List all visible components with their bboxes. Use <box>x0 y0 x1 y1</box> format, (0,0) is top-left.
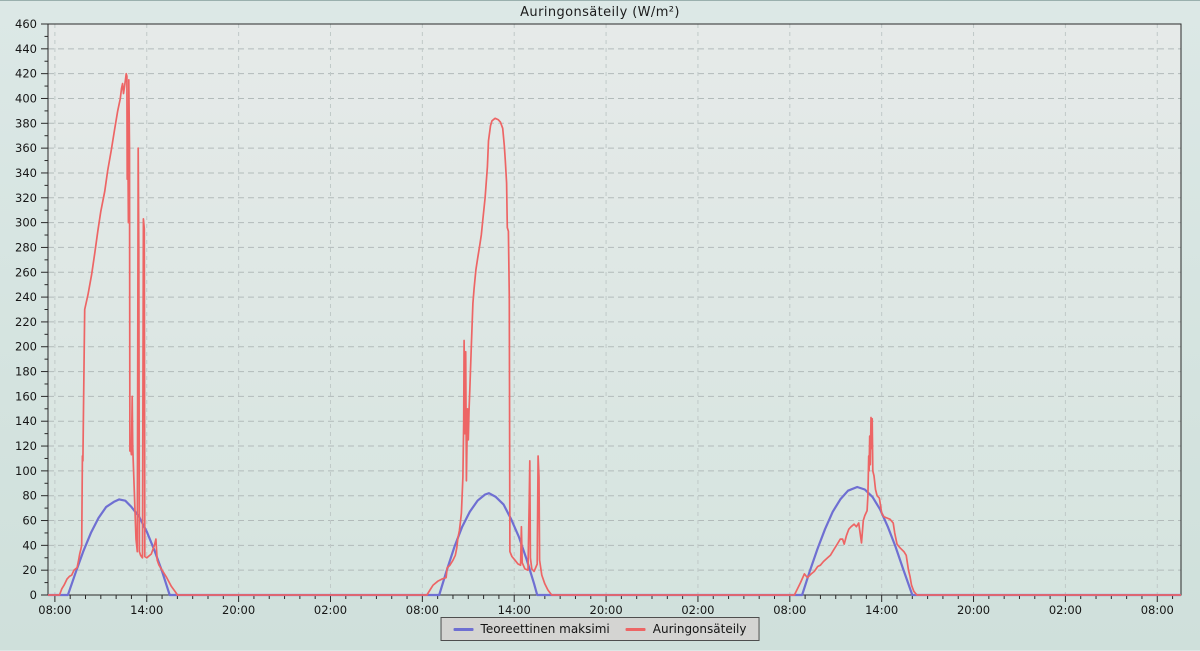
legend-entry-teoreettinen-maksimi: Teoreettinen maksimi <box>453 622 610 636</box>
svg-text:100: 100 <box>15 464 37 478</box>
svg-text:300: 300 <box>15 216 37 230</box>
svg-text:02:00: 02:00 <box>314 603 347 617</box>
svg-text:60: 60 <box>22 514 37 528</box>
svg-text:40: 40 <box>22 538 37 552</box>
svg-text:160: 160 <box>15 389 37 403</box>
svg-text:20:00: 20:00 <box>222 603 255 617</box>
legend-label: Teoreettinen maksimi <box>480 622 610 636</box>
svg-text:320: 320 <box>15 191 37 205</box>
svg-text:02:00: 02:00 <box>1049 603 1082 617</box>
chart-title: Auringonsäteily (W/m²) <box>520 5 680 20</box>
svg-text:20: 20 <box>22 563 37 577</box>
legend-line-marker-red <box>625 627 646 631</box>
svg-text:460: 460 <box>15 17 37 31</box>
svg-text:20:00: 20:00 <box>957 603 990 617</box>
y-tick-labels: 0 20 40 60 80 100 120 140 160 180 200 220 240 260 280 3… <box>15 17 37 602</box>
svg-text:02:00: 02:00 <box>681 603 714 617</box>
svg-text:360: 360 <box>15 141 37 155</box>
svg-text:180: 180 <box>15 365 37 379</box>
x-gridlines <box>54 24 1158 595</box>
legend-label: Auringonsäteily <box>652 622 747 636</box>
legend-entry-auringonsateily: Auringonsäteily <box>625 622 747 636</box>
y-ticks <box>41 23 48 596</box>
svg-text:08:00: 08:00 <box>773 603 806 617</box>
svg-text:80: 80 <box>22 489 37 503</box>
svg-text:140: 140 <box>15 414 37 428</box>
svg-text:240: 240 <box>15 290 37 304</box>
svg-text:14:00: 14:00 <box>130 603 163 617</box>
svg-text:420: 420 <box>15 67 37 81</box>
svg-text:220: 220 <box>15 315 37 329</box>
svg-text:280: 280 <box>15 240 37 254</box>
svg-text:200: 200 <box>15 340 37 354</box>
svg-text:340: 340 <box>15 166 37 180</box>
svg-text:380: 380 <box>15 116 37 130</box>
svg-text:260: 260 <box>15 265 37 279</box>
svg-text:20:00: 20:00 <box>590 603 623 617</box>
x-tick-labels: 08:00 14:00 20:00 02:00 08:00 14:00 20:00 02:00… <box>38 603 1174 617</box>
svg-text:400: 400 <box>15 91 37 105</box>
svg-text:0: 0 <box>30 588 37 602</box>
series-line-auringons-teily <box>48 72 1181 596</box>
plot-area <box>48 24 1181 595</box>
svg-text:08:00: 08:00 <box>1141 603 1174 617</box>
svg-text:120: 120 <box>15 439 37 453</box>
svg-text:08:00: 08:00 <box>38 603 71 617</box>
series-line-teoreettinen-maksimi <box>48 485 1181 597</box>
svg-text:14:00: 14:00 <box>865 603 898 617</box>
svg-text:440: 440 <box>15 42 37 56</box>
svg-text:14:00: 14:00 <box>498 603 531 617</box>
legend: Teoreettinen maksimi Auringonsäteily <box>440 617 760 641</box>
y-gridlines <box>48 48 1181 571</box>
legend-line-marker-blue <box>453 627 474 631</box>
svg-text:08:00: 08:00 <box>406 603 439 617</box>
